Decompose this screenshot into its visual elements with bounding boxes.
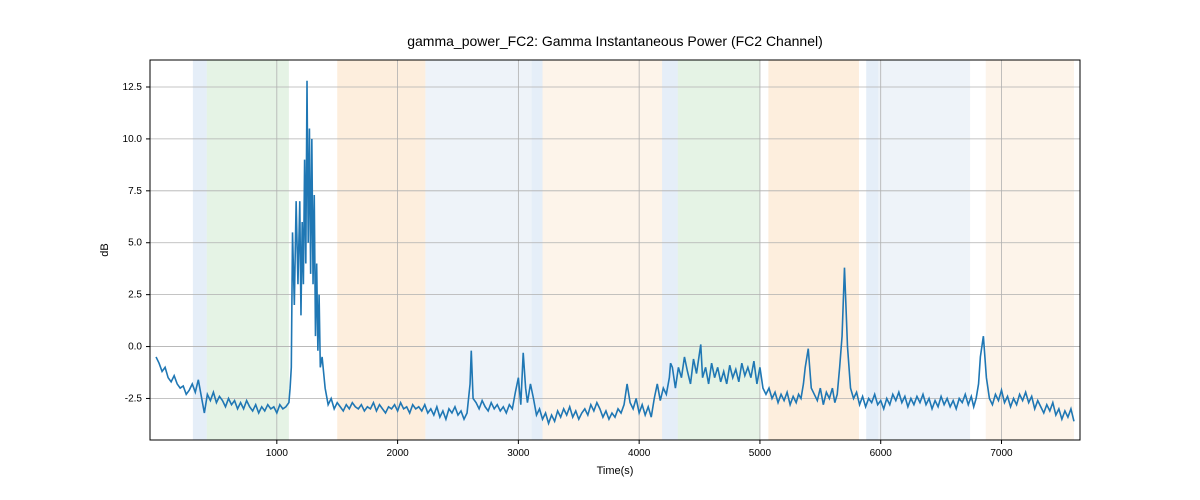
y-axis-label: dB bbox=[99, 243, 111, 256]
band bbox=[532, 60, 543, 440]
x-tick-label: 5000 bbox=[749, 448, 772, 459]
y-tick-label: 5.0 bbox=[128, 238, 142, 249]
band bbox=[986, 60, 1074, 440]
chart-svg: 1000 2000 3000 4000 5000 6000 7000 -2.5 0.0 2.5 5.… bbox=[0, 0, 1200, 500]
x-tick-label: 1000 bbox=[266, 448, 289, 459]
x-axis-label: Time(s) bbox=[597, 465, 634, 477]
band bbox=[193, 60, 207, 440]
x-tick-label: 7000 bbox=[990, 448, 1013, 459]
y-tick-label: -2.5 bbox=[125, 393, 143, 404]
x-tick-label: 3000 bbox=[507, 448, 530, 459]
y-tick-label: 12.5 bbox=[123, 82, 143, 93]
chart-container: 1000 2000 3000 4000 5000 6000 7000 -2.5 0.0 2.5 5.… bbox=[0, 0, 1200, 500]
band bbox=[425, 60, 531, 440]
band bbox=[878, 60, 970, 440]
band bbox=[866, 60, 878, 440]
x-tick-label: 2000 bbox=[386, 448, 409, 459]
band bbox=[337, 60, 425, 440]
y-tick-label: 2.5 bbox=[128, 290, 142, 301]
y-tick-label: 0.0 bbox=[128, 342, 142, 353]
chart-title: gamma_power_FC2: Gamma Instantaneous Pow… bbox=[407, 33, 823, 49]
band bbox=[543, 60, 663, 440]
y-tick-label: 10.0 bbox=[123, 134, 143, 145]
band bbox=[768, 60, 774, 440]
y-tick-label: 7.5 bbox=[128, 186, 142, 197]
x-tick-label: 4000 bbox=[628, 448, 651, 459]
x-tick-label: 6000 bbox=[870, 448, 893, 459]
band bbox=[774, 60, 859, 440]
